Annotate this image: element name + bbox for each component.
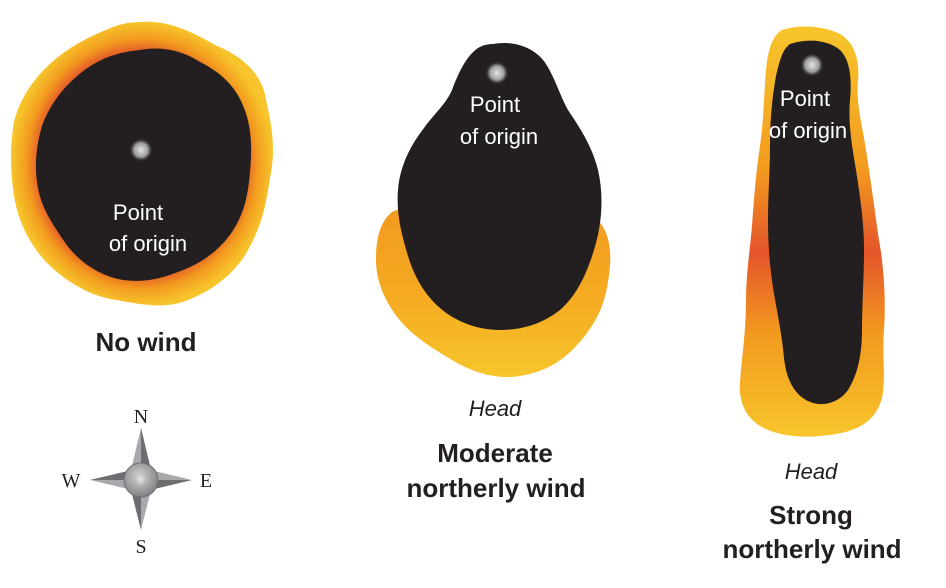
origin-dot [129,138,153,162]
panel-strong-wind: Point of origin Head Strong northerly wi… [722,26,902,564]
caption-line2: northerly wind [722,534,901,564]
compass-label-east: E [200,470,212,492]
origin-label-line2: of origin [109,231,187,256]
caption-line2: northerly wind [406,473,585,503]
caption-line1: Moderate [437,438,553,468]
origin-label-line1: Point [780,86,830,111]
compass-label-west: W [62,470,81,492]
burned-area [768,40,864,405]
compass-rose: ✳ N S E W [62,406,213,558]
compass-label-north: N [134,406,148,428]
compass-star-icon: ✳ [135,473,147,489]
burned-area [397,42,602,331]
origin-label-line1: Point [113,200,163,225]
compass-hub [123,462,159,498]
origin-dot [800,53,824,77]
panel-no-wind: Point of origin No wind [11,21,273,357]
burned-area [35,48,252,281]
head-label: Head [785,459,838,484]
caption-no-wind: No wind [95,327,196,357]
panel-moderate-wind: Point of origin Head Moderate northerly … [376,42,611,503]
origin-label-line2: of origin [460,124,538,149]
origin-dot [485,61,509,85]
caption-line1: Strong [769,500,853,530]
head-label: Head [469,396,522,421]
origin-label-line2: of origin [769,118,847,143]
compass-label-south: S [135,536,146,558]
origin-label-line1: Point [470,92,520,117]
